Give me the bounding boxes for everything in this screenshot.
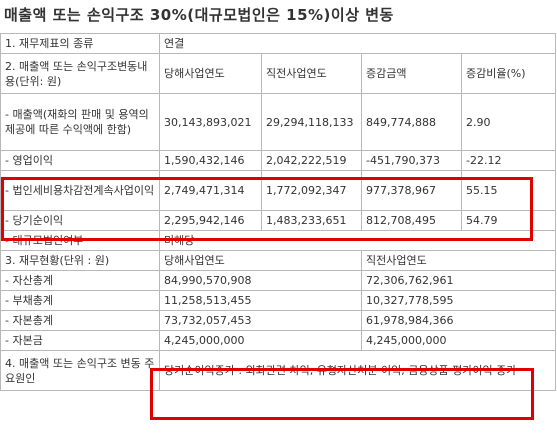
cell-value: 977,378,967	[361, 170, 462, 211]
cell-value: 연결	[159, 33, 556, 54]
row-label: 4. 매출액 또는 손익구조 변동 주요원인	[0, 350, 160, 391]
table-row: - 법인세비용차감전계속사업이익 2,749,471,314 1,772,092…	[0, 170, 556, 211]
cell-value: 84,990,570,908	[159, 270, 362, 291]
page-title: 매출액 또는 손익구조 30%(대규모법인은 15%)이상 변동	[4, 6, 394, 24]
column-header: 당해사업연도	[159, 53, 262, 94]
table-row: - 매출액(재화의 판매 및 용역의 제공에 따른 수익액에 한함) 30,14…	[0, 93, 556, 151]
cell-value: 55.15	[461, 170, 556, 211]
row-label: - 법인세비용차감전계속사업이익	[0, 170, 160, 211]
column-header: 직전사업연도	[261, 53, 362, 94]
cell-value: 72,306,762,961	[361, 270, 556, 291]
row-label: - 부채총계	[0, 290, 160, 311]
row-label: 1. 재무제표의 종류	[0, 33, 160, 54]
table-row: - 자본금 4,245,000,000 4,245,000,000	[0, 330, 556, 351]
row-label: - 자본총계	[0, 310, 160, 331]
cell-value: 849,774,888	[361, 93, 462, 151]
cell-value: 29,294,118,133	[261, 93, 362, 151]
disclosure-table: 1. 재무제표의 종류 연결 2. 매출액 또는 손익구조변동내용(단위: 원)…	[0, 33, 556, 391]
row-label: 2. 매출액 또는 손익구조변동내용(단위: 원)	[0, 53, 160, 94]
column-header: 증감금액	[361, 53, 462, 94]
cell-value: 1,590,432,146	[159, 150, 262, 171]
cell-value: 4,245,000,000	[361, 330, 556, 351]
cell-value: 10,327,778,595	[361, 290, 556, 311]
table-row: - 부채총계 11,258,513,455 10,327,778,595	[0, 290, 556, 311]
table-row: 3. 재무현황(단위 : 원) 당해사업연도 직전사업연도	[0, 250, 556, 271]
column-header: 당해사업연도	[159, 250, 362, 271]
cell-value: 11,258,513,455	[159, 290, 362, 311]
row-label: - 자본금	[0, 330, 160, 351]
cell-value: 30,143,893,021	[159, 93, 262, 151]
cell-value: 1,483,233,651	[261, 210, 362, 231]
cell-value: 4,245,000,000	[159, 330, 362, 351]
row-label: - 매출액(재화의 판매 및 용역의 제공에 따른 수익액에 한함)	[0, 93, 160, 151]
cell-value: 2.90	[461, 93, 556, 151]
cell-value: 61,978,984,366	[361, 310, 556, 331]
cell-value: -22.12	[461, 150, 556, 171]
column-header: 증감비율(%)	[461, 53, 556, 94]
cell-value: 73,732,057,453	[159, 310, 362, 331]
row-label: 3. 재무현황(단위 : 원)	[0, 250, 160, 271]
highlight-box-main-cause	[150, 368, 534, 420]
row-label: - 영업이익	[0, 150, 160, 171]
cell-value: 2,042,222,519	[261, 150, 362, 171]
table-row: - 자본총계 73,732,057,453 61,978,984,366	[0, 310, 556, 331]
table-row: 2. 매출액 또는 손익구조변동내용(단위: 원) 당해사업연도 직전사업연도 …	[0, 53, 556, 94]
highlight-box-income-rows	[1, 177, 533, 241]
row-label: - 자산총계	[0, 270, 160, 291]
table-row: - 자산총계 84,990,570,908 72,306,762,961	[0, 270, 556, 291]
table-row: - 영업이익 1,590,432,146 2,042,222,519 -451,…	[0, 150, 556, 171]
cell-value: -451,790,373	[361, 150, 462, 171]
table-row: 1. 재무제표의 종류 연결	[0, 33, 556, 54]
column-header: 직전사업연도	[361, 250, 556, 271]
